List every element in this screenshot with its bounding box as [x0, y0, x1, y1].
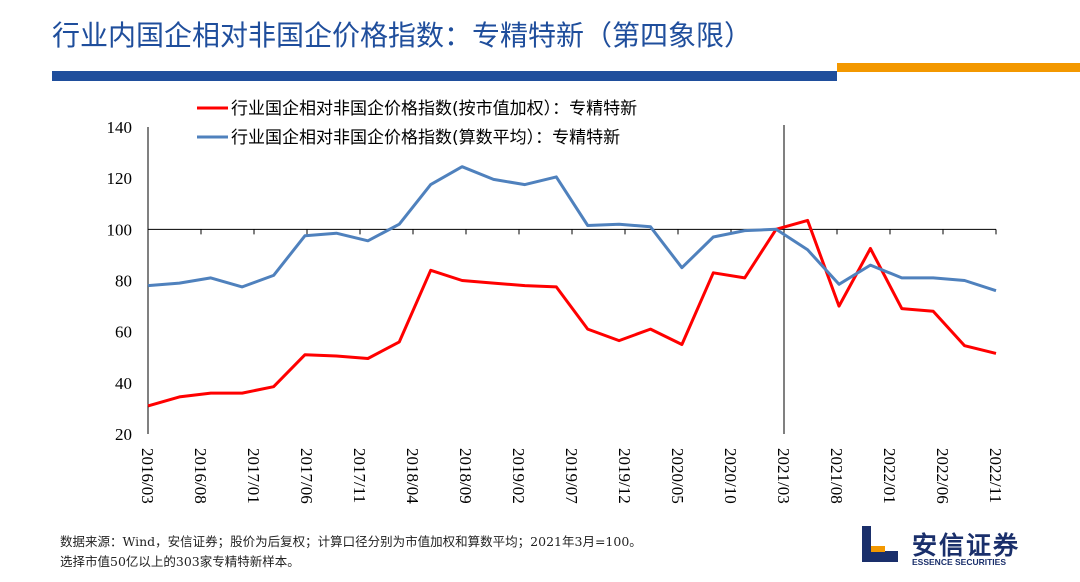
x-tick-label: 2020/05 [668, 448, 687, 504]
y-tick-label: 120 [107, 169, 133, 188]
x-tick-label: 2019/02 [509, 448, 528, 504]
y-tick-label: 140 [107, 118, 133, 137]
y-tick-label: 80 [115, 272, 132, 291]
x-tick-label: 2017/11 [350, 448, 369, 503]
line-chart: 140 120 100 80 60 40 20 2016/03 2016/08 2017/01 20… [107, 99, 1006, 504]
y-tick-label: 100 [107, 220, 133, 239]
y-tick-label: 20 [115, 425, 132, 444]
x-tick-label: 2018/09 [456, 448, 475, 504]
logo-mark-icon [862, 526, 898, 562]
title-underline-orange [837, 63, 1080, 72]
x-tick-label: 2019/07 [562, 448, 581, 504]
footnote-line-1: 数据来源：Wind，安信证券；股价为后复权；计算口径分别为市值加权和算数平均；2… [60, 534, 642, 549]
legend-label: 行业国企相对非国企价格指数(按市值加权）：专精特新 [231, 99, 637, 119]
y-tick-label: 60 [115, 323, 132, 342]
x-tick-label: 2019/12 [615, 448, 634, 504]
x-tick-label: 2016/08 [191, 448, 210, 504]
footnote: 数据来源：Wind，安信证券；股价为后复权；计算口径分别为市值加权和算数平均；2… [60, 532, 820, 572]
company-logo: 安信证券 ESSENCE SECURITIES [862, 526, 1052, 572]
series-line-average [147, 165, 997, 293]
legend-label: 行业国企相对非国企价格指数(算数平均）：专精特新 [231, 128, 620, 148]
title-underline-blue [52, 71, 837, 81]
logo-name-cn: 安信证券 [912, 531, 1021, 560]
footnote-line-2: 选择市值50亿以上的303家专精特新样本。 [60, 554, 300, 569]
x-tick-label: 2016/03 [138, 448, 157, 504]
logo-name-en: ESSENCE SECURITIES [912, 557, 1006, 567]
x-tick-label: 2017/01 [244, 448, 263, 504]
series-line-weighted [147, 218, 997, 408]
y-tick-label: 40 [115, 374, 132, 393]
x-tick-label: 2020/10 [721, 448, 740, 504]
page-title: 行业内国企相对非国企价格指数：专精特新（第四象限） [52, 19, 753, 52]
x-tick-label: 2022/11 [986, 448, 1005, 503]
x-tick-label: 2021/08 [827, 448, 846, 504]
x-tick-label: 2021/03 [774, 448, 793, 504]
x-tick-label: 2022/06 [933, 448, 952, 504]
x-tick-label: 2017/06 [297, 448, 316, 504]
x-tick-label: 2018/04 [403, 448, 422, 504]
x-tick-label: 2022/01 [880, 448, 899, 504]
